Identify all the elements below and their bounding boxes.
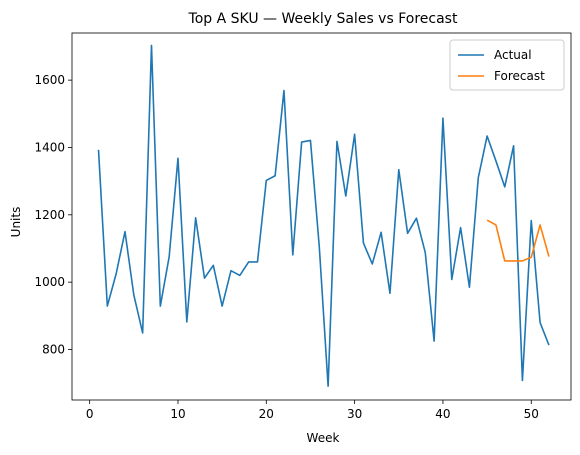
x-tick-label: 30 [347,407,362,421]
x-axis: 0 10 20 30 40 50 [86,400,539,421]
y-axis: 800 1000 1200 1400 1600 [34,73,72,356]
series-layer [98,45,548,386]
legend: Actual Forecast [450,40,564,90]
x-tick-label: 10 [170,407,185,421]
legend-label-forecast: Forecast [494,69,545,83]
series-line-actual [99,45,549,386]
x-tick-label: 20 [259,407,274,421]
x-tick-label: 0 [86,407,94,421]
legend-label-actual: Actual [494,48,532,62]
y-tick-label: 800 [42,342,65,356]
y-tick-label: 1000 [34,275,65,289]
y-tick-label: 1600 [34,73,65,87]
y-tick-label: 1200 [34,208,65,222]
x-tick-label: 40 [435,407,450,421]
chart-title: Top A SKU — Weekly Sales vs Forecast [188,11,458,27]
y-axis-label: Units [9,207,23,238]
x-axis-label: Week [307,431,340,445]
x-tick-label: 50 [524,407,539,421]
y-tick-label: 1400 [34,140,65,154]
